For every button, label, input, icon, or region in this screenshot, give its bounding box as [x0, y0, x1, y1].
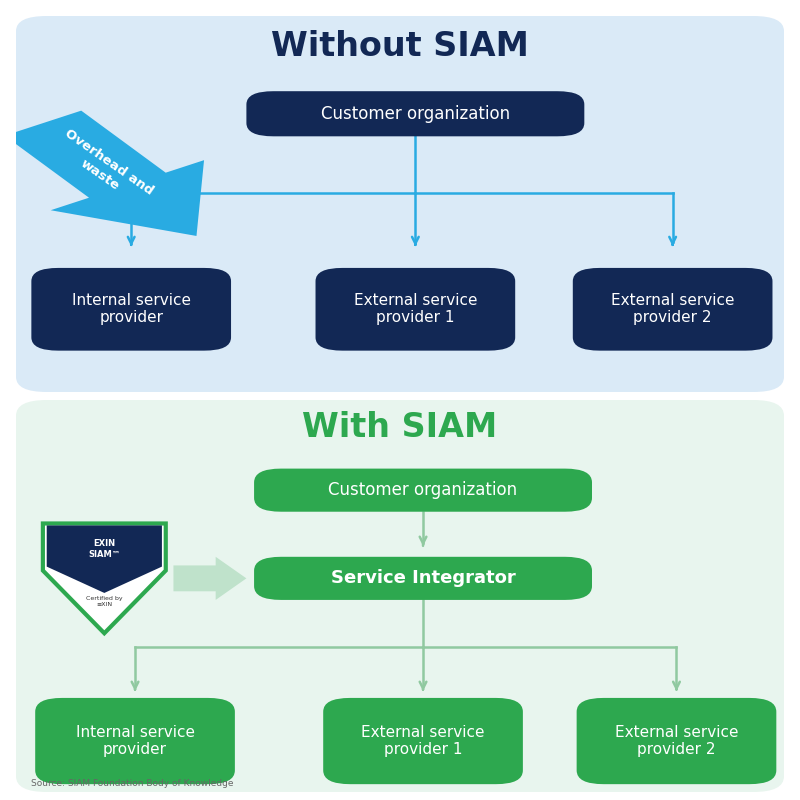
FancyBboxPatch shape — [315, 268, 515, 350]
Polygon shape — [46, 526, 162, 593]
Text: Internal service
provider: Internal service provider — [75, 725, 194, 758]
Text: Service Integrator: Service Integrator — [330, 570, 515, 587]
Text: External service
provider 2: External service provider 2 — [614, 725, 738, 758]
Polygon shape — [174, 557, 246, 600]
FancyBboxPatch shape — [573, 268, 773, 350]
FancyBboxPatch shape — [246, 91, 584, 136]
Text: Source: SIAM Foundation Body of Knowledge: Source: SIAM Foundation Body of Knowledg… — [31, 779, 234, 788]
Text: Certified by
≡XIN: Certified by ≡XIN — [86, 597, 122, 607]
FancyBboxPatch shape — [16, 400, 784, 792]
Text: Customer organization: Customer organization — [321, 105, 510, 122]
Text: Internal service
provider: Internal service provider — [72, 293, 190, 326]
Polygon shape — [5, 110, 204, 236]
Text: With SIAM: With SIAM — [302, 411, 498, 444]
Text: EXIN
SIAM™: EXIN SIAM™ — [88, 539, 120, 558]
FancyBboxPatch shape — [254, 469, 592, 512]
FancyBboxPatch shape — [35, 698, 235, 784]
Text: Customer organization: Customer organization — [329, 481, 518, 499]
Text: External service
provider 1: External service provider 1 — [354, 293, 477, 326]
Text: External service
provider 1: External service provider 1 — [362, 725, 485, 758]
FancyBboxPatch shape — [16, 16, 784, 392]
Text: Without SIAM: Without SIAM — [271, 30, 529, 62]
FancyBboxPatch shape — [254, 557, 592, 600]
FancyBboxPatch shape — [31, 268, 231, 350]
Text: Overhead and
waste: Overhead and waste — [54, 126, 155, 210]
Polygon shape — [43, 523, 166, 634]
Text: External service
provider 2: External service provider 2 — [611, 293, 734, 326]
FancyBboxPatch shape — [577, 698, 776, 784]
FancyBboxPatch shape — [323, 698, 523, 784]
